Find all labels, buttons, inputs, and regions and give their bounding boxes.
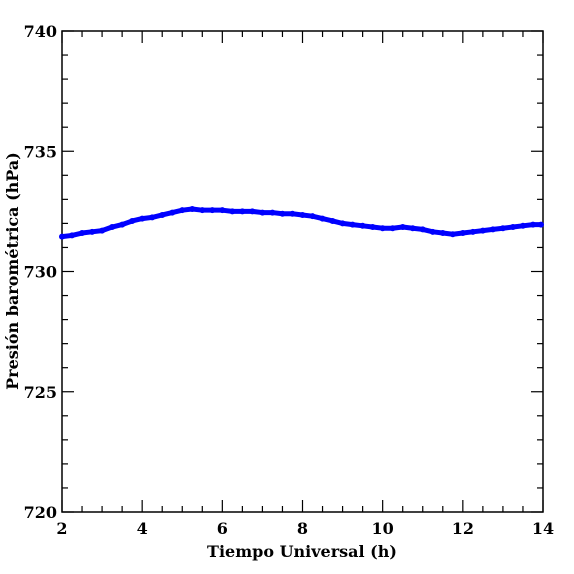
data-point (139, 215, 146, 222)
data-point (239, 208, 246, 215)
data-point (89, 228, 96, 235)
data-point (129, 217, 136, 224)
x-tick-label: 12 (452, 519, 474, 538)
data-point (209, 207, 216, 214)
data-point (439, 230, 446, 237)
data-point (279, 210, 286, 217)
data-point (149, 214, 156, 221)
data-point (199, 207, 206, 214)
data-point (459, 230, 466, 237)
data-point (99, 227, 106, 234)
data-point (329, 217, 336, 224)
y-tick-label: 740 (24, 22, 57, 41)
axis-ticks (61, 30, 544, 513)
data-point (289, 210, 296, 217)
data-point (519, 222, 526, 229)
y-axis-title: Presión barométrica (hPa) (3, 152, 22, 390)
data-point (119, 221, 126, 228)
data-point (379, 225, 386, 232)
data-point (399, 224, 406, 231)
data-series (59, 205, 544, 240)
y-tick-label: 725 (24, 383, 57, 402)
y-tick-label: 735 (24, 142, 57, 161)
data-point (389, 225, 396, 232)
data-point (529, 221, 536, 228)
data-point (479, 227, 486, 234)
x-tick-label: 8 (297, 519, 308, 538)
data-point (369, 224, 376, 231)
data-point (189, 205, 196, 212)
data-point (59, 233, 65, 240)
data-point (409, 225, 416, 232)
data-point (359, 222, 366, 229)
data-point (79, 230, 86, 237)
x-tick-label: 14 (532, 519, 554, 538)
data-point (259, 209, 266, 216)
tick-labels: 2 4 6 8 10 12 14 720 725 730 735 740 (24, 22, 555, 538)
data-point (489, 226, 496, 233)
x-tick-label: 2 (56, 519, 67, 538)
data-point (449, 231, 456, 238)
plot-frame (61, 30, 544, 513)
x-tick-label: 4 (137, 519, 148, 538)
data-point (419, 226, 426, 233)
data-point (169, 209, 176, 216)
data-point (269, 209, 276, 216)
data-point (229, 208, 236, 215)
x-tick-label: 10 (372, 519, 394, 538)
data-point (159, 211, 166, 218)
data-point (429, 228, 436, 235)
data-point (299, 211, 306, 218)
data-point (219, 207, 226, 214)
data-point (469, 228, 476, 235)
data-point (339, 220, 346, 227)
data-point (109, 224, 116, 231)
data-point (69, 232, 76, 239)
y-tick-label: 720 (24, 503, 57, 522)
y-tick-label: 730 (24, 263, 57, 282)
x-axis-title: Tiempo Universal (h) (207, 542, 397, 561)
data-point (179, 207, 186, 214)
data-point (499, 225, 506, 232)
x-tick-label: 6 (217, 519, 228, 538)
data-point (249, 208, 256, 215)
data-point (309, 213, 316, 220)
data-point (349, 221, 356, 228)
data-point (319, 215, 326, 222)
data-point (537, 221, 544, 228)
data-point (509, 224, 516, 231)
